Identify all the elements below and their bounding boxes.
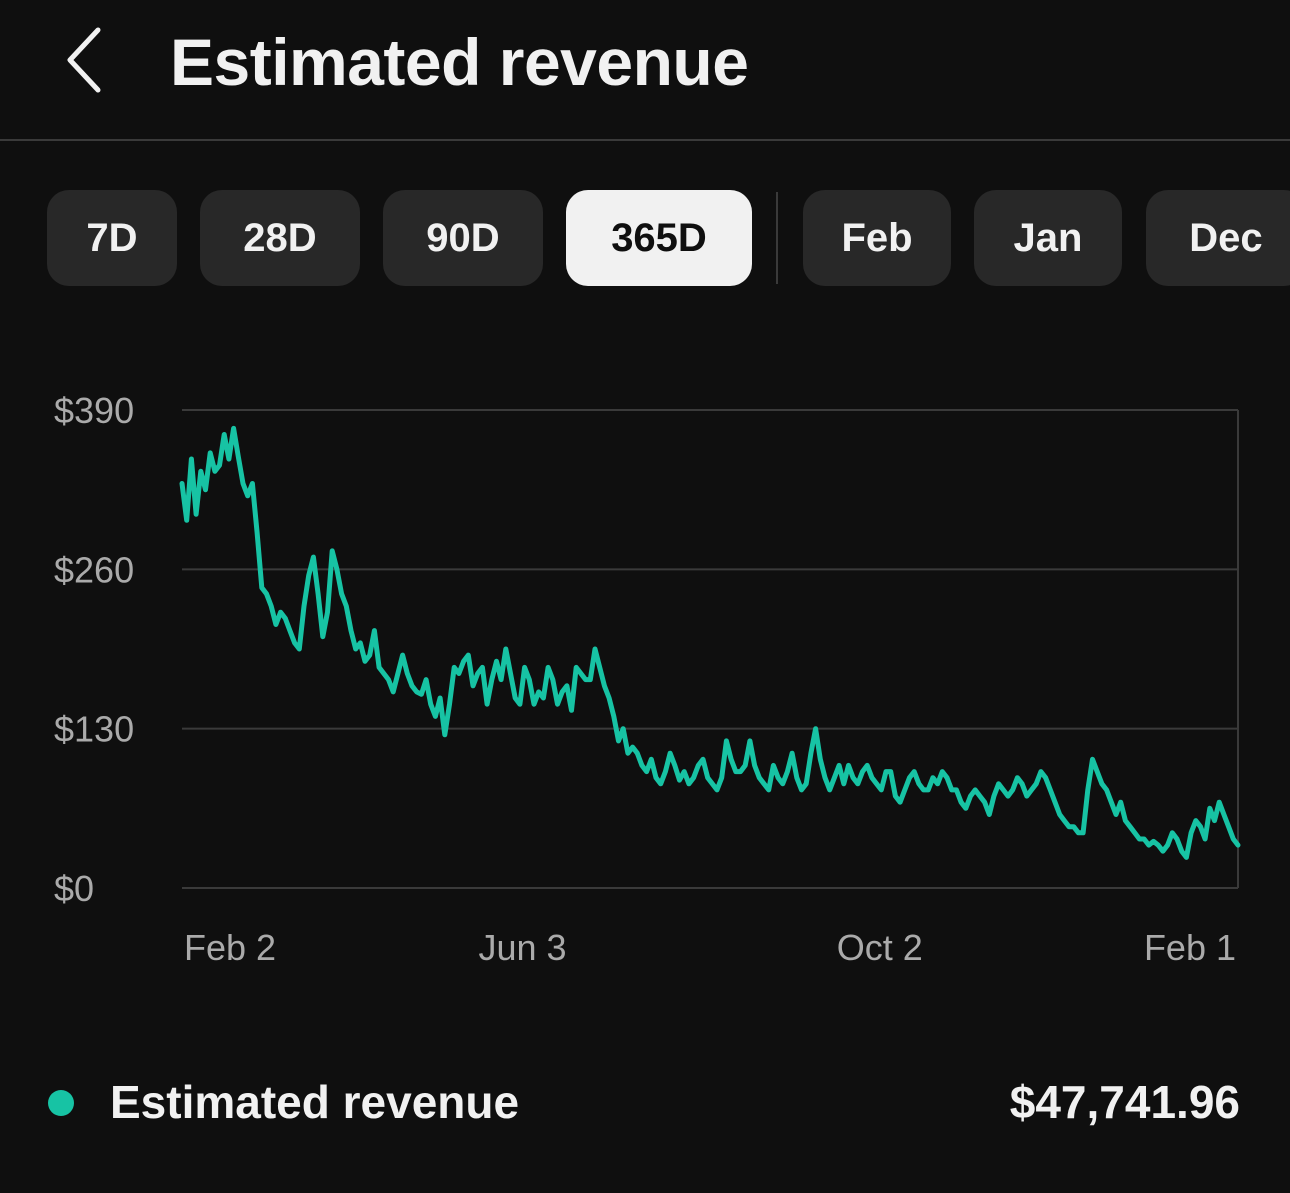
y-tick-label: $390 xyxy=(54,390,134,431)
page-title: Estimated revenue xyxy=(170,25,749,99)
legend-label: Estimated revenue xyxy=(110,1076,520,1128)
chip-7d[interactable]: 7D xyxy=(47,190,177,286)
total-revenue-value: $47,741.96 xyxy=(1009,1076,1240,1128)
chip-365d[interactable]: 365D xyxy=(566,190,752,286)
chip-90d[interactable]: 90D xyxy=(383,190,543,286)
chart-svg: $390 $260 $130 $0 Feb 2 Jun 3 Oct 2 Feb 1 xyxy=(54,390,1241,968)
chip-28d[interactable]: 28D xyxy=(200,190,360,286)
y-tick-label: $130 xyxy=(54,709,134,750)
y-tick-label: $0 xyxy=(54,868,94,909)
summary-row: Estimated revenue $47,741.96 xyxy=(0,1060,1290,1150)
x-tick-label: Jun 3 xyxy=(479,927,567,968)
revenue-chart: $390 $260 $130 $0 Feb 2 Jun 3 Oct 2 Feb 1 xyxy=(0,370,1290,980)
app-header: Estimated revenue xyxy=(0,0,1290,141)
x-tick-label: Feb 1 xyxy=(1144,927,1236,968)
revenue-series-line xyxy=(179,425,1241,860)
y-tick-label: $260 xyxy=(54,549,134,590)
date-range-chips: 7D 28D 90D 365D Feb Jan Dec xyxy=(0,190,1290,288)
chevron-left-icon xyxy=(67,27,101,93)
chip-dec[interactable]: Dec xyxy=(1146,190,1290,286)
chip-jan[interactable]: Jan xyxy=(974,190,1122,286)
legend-dot xyxy=(48,1090,74,1116)
chip-feb[interactable]: Feb xyxy=(803,190,951,286)
x-tick-label: Oct 2 xyxy=(837,927,923,968)
back-button[interactable] xyxy=(52,22,116,98)
x-tick-label: Feb 2 xyxy=(184,927,276,968)
chip-divider xyxy=(776,192,778,284)
